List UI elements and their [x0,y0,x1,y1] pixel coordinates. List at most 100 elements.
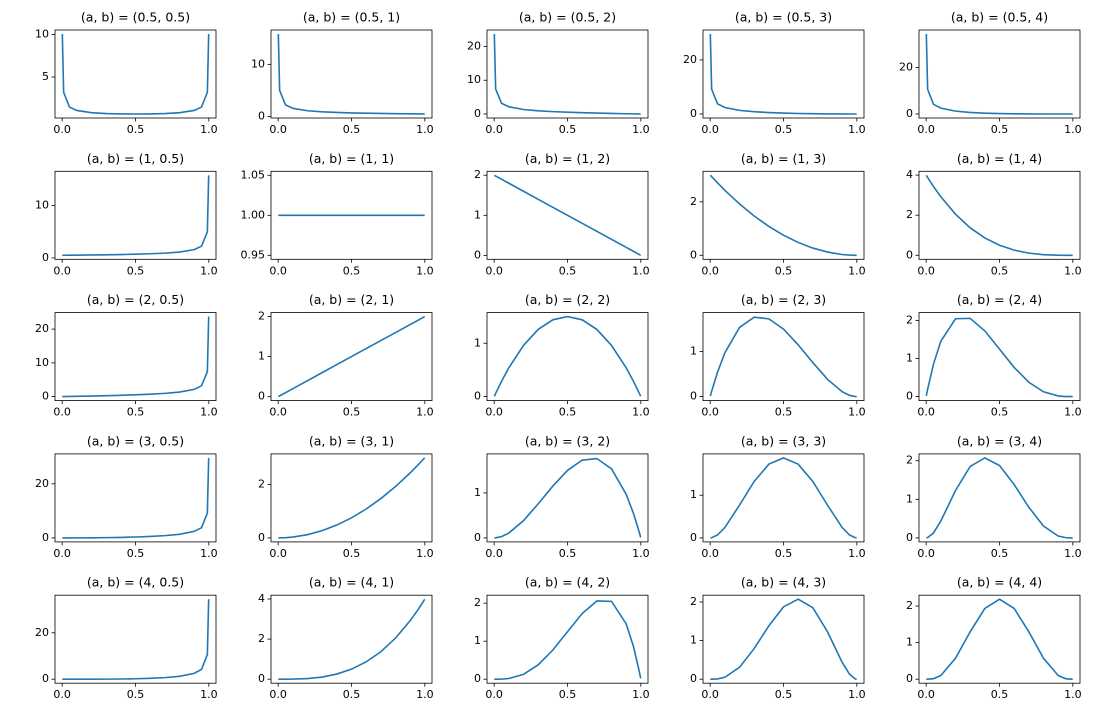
x-tick-label: 0.5 [775,547,793,560]
y-tick-label: 1 [690,634,697,647]
line [62,457,210,539]
x-tick-label: 0.0 [917,688,935,701]
subplot-title: (a, b) = (4, 4) [957,575,1042,590]
subplot-title: (a, b) = (3, 2) [525,433,610,448]
line [925,33,1073,115]
y-tick-label: 0 [906,107,913,120]
x-tick-label: 0.0 [917,123,935,136]
axes-frame [486,29,649,119]
axes-frame [702,594,865,684]
x-tick-label: 0.0 [53,406,71,419]
axes-frame [702,29,865,119]
x-tick-label: 0.5 [559,406,577,419]
subplot-title: (a, b) = (0.5, 1) [303,10,400,25]
y-tick-label: 0 [906,248,913,261]
x-tick-label: 0.5 [775,264,793,277]
line [493,174,642,256]
y-tick-label: 5 [42,70,49,83]
y-tick-label: 1 [906,492,913,505]
y-tick-label: 2 [906,599,913,612]
x-tick-label: 0.0 [269,406,287,419]
axes-frame [918,312,1081,402]
x-tick-label: 1.0 [416,123,434,136]
axes-frame [54,29,217,119]
x-tick-label: 0.0 [701,264,719,277]
y-tick-label: 20 [35,477,49,490]
y-tick-label: 20 [683,53,697,66]
axes-frame [702,170,865,260]
y-tick-label: 0 [474,248,481,261]
subplot-title: (a, b) = (1, 4) [957,151,1042,166]
line [61,33,210,115]
axes-frame [270,170,433,260]
line [709,316,857,398]
x-tick-label: 1.0 [848,264,866,277]
x-tick-label: 0.0 [917,264,935,277]
y-tick-label: 20 [467,39,481,52]
subplot-title: (a, b) = (2, 4) [957,292,1042,307]
y-tick-label: 0 [474,531,481,544]
y-tick-label: 1 [906,352,913,365]
x-tick-label: 1.0 [632,123,650,136]
y-tick-label: 1 [474,634,481,647]
y-tick-label: 0 [42,390,49,403]
y-tick-label: 2 [690,195,697,208]
x-tick-label: 1.0 [1064,264,1082,277]
y-tick-label: 1 [690,488,697,501]
subplot-title: (a, b) = (0.5, 4) [951,10,1048,25]
line [62,316,210,398]
x-tick-label: 0.0 [701,547,719,560]
y-tick-label: 10 [251,57,265,70]
subplot-title: (a, b) = (0.5, 3) [735,10,832,25]
y-tick-label: 1 [906,636,913,649]
x-tick-label: 0.0 [701,123,719,136]
subplot-title: (a, b) = (3, 3) [741,433,826,448]
subplot-title: (a, b) = (3, 0.5) [87,433,184,448]
subplot-title: (a, b) = (1, 1) [309,151,394,166]
y-tick-label: 10 [35,199,49,212]
y-tick-label: 2 [474,596,481,609]
axes-frame [54,453,217,543]
y-tick-label: 4 [906,168,913,181]
subplot-title: (a, b) = (4, 2) [525,575,610,590]
x-tick-label: 1.0 [848,547,866,560]
y-tick-label: 1.05 [241,168,266,181]
x-tick-label: 0.5 [559,264,577,277]
line [278,598,426,680]
x-tick-label: 1.0 [632,688,650,701]
axes-frame [918,594,1081,684]
line [277,34,425,115]
x-tick-label: 0.0 [917,547,935,560]
y-tick-label: 1 [258,350,265,363]
line [494,600,642,681]
y-tick-label: 0 [258,672,265,685]
x-tick-label: 1.0 [632,406,650,419]
x-tick-label: 0.5 [127,688,145,701]
axes-frame [918,170,1081,260]
x-tick-label: 0.0 [53,123,71,136]
y-tick-label: 0 [258,390,265,403]
x-tick-label: 1.0 [200,406,218,419]
axes-frame [702,312,865,402]
subplot-title: (a, b) = (3, 1) [309,433,394,448]
line [710,457,857,539]
y-tick-label: 0 [474,107,481,120]
axes-frame [270,594,433,684]
x-tick-label: 1.0 [416,264,434,277]
axes-frame [270,312,433,402]
x-tick-label: 0.5 [559,123,577,136]
x-tick-label: 0.0 [269,547,287,560]
x-tick-label: 0.5 [343,688,361,701]
x-tick-label: 0.0 [701,406,719,419]
axes-frame [486,170,649,260]
line [926,456,1073,539]
x-tick-label: 1.0 [848,688,866,701]
x-tick-label: 0.5 [991,688,1009,701]
axes-frame [54,312,217,402]
x-tick-label: 0.5 [991,264,1009,277]
x-tick-label: 1.0 [200,688,218,701]
y-tick-label: 0 [690,248,697,261]
y-tick-label: 2 [258,632,265,645]
y-tick-label: 0 [690,107,697,120]
y-tick-label: 1 [474,336,481,349]
